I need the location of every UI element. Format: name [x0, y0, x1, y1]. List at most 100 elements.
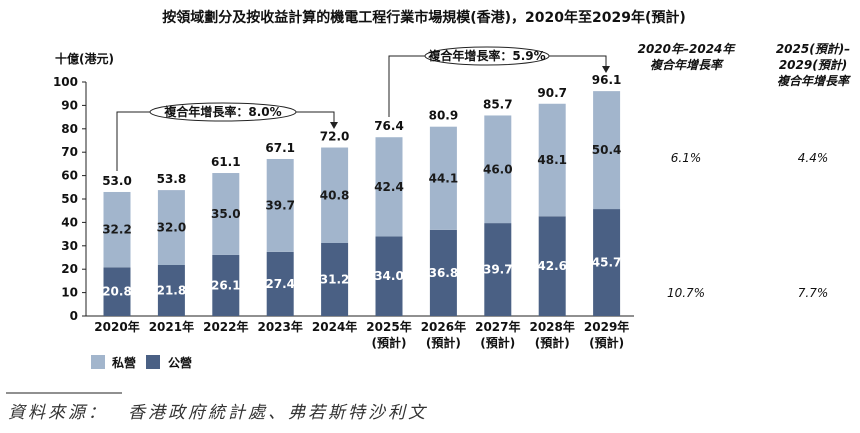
cagr-connector-right: [296, 111, 335, 122]
x-tick-label: 2025年: [366, 319, 411, 334]
bar-segment-public: [429, 229, 457, 316]
cagr-public-2020-2024: 10.7%: [667, 286, 705, 300]
source-label: 資料來源：: [8, 403, 108, 423]
total-label: 85.7: [483, 97, 513, 111]
segment-label-public: 26.1: [211, 278, 241, 292]
bar-segment-public: [103, 267, 131, 316]
segment-label-private: 50.4: [592, 143, 622, 157]
cagr-header-2020-2024-line2: 複合年增長率: [650, 58, 724, 72]
y-tick-label: 80: [61, 122, 78, 136]
legend-label-public: 公營: [168, 355, 192, 370]
bar-segment-public: [321, 242, 349, 316]
cagr-private-2025-2029: 4.4%: [798, 151, 829, 165]
bar-segment-private: [212, 173, 240, 255]
y-tick-label: 90: [61, 98, 78, 112]
total-label: 90.7: [537, 86, 567, 100]
x-tick-projection-note: (預計): [535, 335, 570, 350]
x-tick-projection-note: (預計): [372, 335, 407, 350]
segment-label-private: 40.8: [320, 188, 350, 202]
cagr-label: 複合年增長率：5.9%: [427, 48, 545, 63]
legend: 私營 公營: [91, 355, 192, 370]
total-label: 53.8: [157, 172, 187, 186]
cagr-annotation-2020-2024: 複合年增長率：8.0%: [116, 102, 338, 171]
segment-label-private: 44.1: [429, 171, 459, 185]
cagr-private-2020-2024: 6.1%: [671, 151, 702, 165]
segment-label-public: 36.8: [429, 266, 459, 280]
segment-label-public: 39.7: [483, 263, 513, 277]
bar-segment-private: [429, 126, 457, 230]
x-tick-projection-note: (預計): [426, 335, 461, 350]
cagr-connector-right: [549, 55, 607, 66]
y-tick-label: 60: [61, 169, 78, 183]
segment-label-public: 20.8: [102, 285, 132, 299]
total-label: 67.1: [265, 141, 295, 155]
total-label: 80.9: [429, 109, 459, 123]
bar-stack: 36.8 44.1 80.9: [429, 109, 459, 316]
legend-label-private: 私營: [111, 355, 136, 370]
x-tick-label: 2023年: [257, 319, 302, 334]
source-text: 香港政府統計處、弗若斯特沙利文: [128, 403, 428, 423]
bar-segment-public: [157, 264, 185, 316]
x-tick-label: 2022年: [203, 319, 248, 334]
x-tick-label: 2027年: [475, 319, 520, 334]
bar-segment-private: [321, 147, 349, 243]
bar-segment-private: [593, 91, 621, 210]
bar-stack: 26.1 35.0 61.1: [211, 155, 241, 316]
segment-label-private: 42.4: [374, 180, 404, 194]
chart-title: 按領域劃分及按收益計算的機電工程行業市場規模(香港)，2020年至2029年(預…: [162, 9, 686, 26]
bar-stack: 39.7 46.0 85.7: [483, 97, 513, 316]
bar-segment-public: [538, 216, 566, 316]
bar-segment-public: [484, 223, 512, 316]
bar-segment-public: [593, 209, 621, 316]
cagr-annotation-2025-2029: 複合年增長率：5.9%: [388, 46, 610, 117]
segment-label-private: 32.0: [157, 221, 187, 235]
cagr-header-2020-2024-line1: 2020年–2024年: [638, 42, 737, 56]
y-tick-label: 20: [61, 262, 78, 276]
legend-swatch-public: [146, 355, 160, 369]
segment-label-private: 39.7: [265, 198, 295, 212]
bar-stack: 31.2 40.8 72.0: [320, 130, 350, 316]
cagr-bubble: [149, 102, 297, 122]
y-tick-label: 10: [61, 286, 78, 300]
bar-stack: 21.8 32.0 53.8: [157, 172, 187, 316]
x-tick-projection-note: (預計): [589, 335, 624, 350]
y-tick-label: 40: [61, 215, 78, 229]
segment-label-public: 45.7: [592, 256, 622, 270]
x-tick-label: 2020年: [94, 319, 139, 334]
bar-segment-public: [266, 251, 294, 316]
segment-label-public: 42.6: [537, 259, 567, 273]
segment-label-private: 35.0: [211, 207, 241, 221]
bar-stack: 42.6 48.1 90.7: [537, 86, 567, 316]
bar-segment-public: [212, 254, 240, 316]
bars: 20.8 32.2 53.0 21.8 32.0 53.8 26.1 35.0 61.1 27.4…: [102, 73, 621, 316]
bar-stack: 45.7 50.4 96.1: [592, 73, 622, 316]
cagr-arrowhead: [602, 66, 610, 73]
y-tick-label: 70: [61, 145, 78, 159]
bar-segment-public: [375, 236, 403, 316]
cagr-connector-left: [388, 55, 425, 117]
segment-label-public: 21.8: [157, 283, 187, 297]
bar-stack: 27.4 39.7 67.1: [265, 141, 295, 316]
total-label: 53.0: [102, 174, 132, 188]
total-label: 72.0: [320, 130, 350, 144]
cagr-header-2025-2029-line3: 複合年增長率: [777, 74, 851, 88]
cagr-bubble: [424, 46, 550, 66]
x-tick-label: 2024年: [312, 319, 357, 334]
x-tick-label: 2021年: [149, 319, 194, 334]
bar-segment-private: [157, 190, 185, 265]
cagr-connector-left: [116, 111, 150, 171]
segment-label-public: 27.4: [265, 277, 295, 291]
y-axis: 0 10 20 30 40 50 60 70 80 90 100: [53, 75, 87, 323]
cagr-arrowhead: [330, 122, 338, 129]
bar-segment-private: [484, 115, 512, 224]
segment-label-public: 34.0: [374, 269, 404, 283]
cagr-label: 複合年增長率：8.0%: [163, 104, 281, 119]
total-label: 76.4: [374, 119, 404, 133]
y-axis-unit-label: 十億(港元): [55, 51, 114, 66]
cagr-table: 2020年–2024年 複合年增長率 2025(預計)– 2029(預計) 複合…: [638, 42, 851, 300]
cagr-header-2025-2029-line2: 2029(預計): [779, 58, 847, 72]
cagr-header-2025-2029-line1: 2025(預計)–: [776, 42, 850, 56]
bar-segment-private: [266, 158, 294, 252]
total-label: 61.1: [211, 155, 241, 169]
